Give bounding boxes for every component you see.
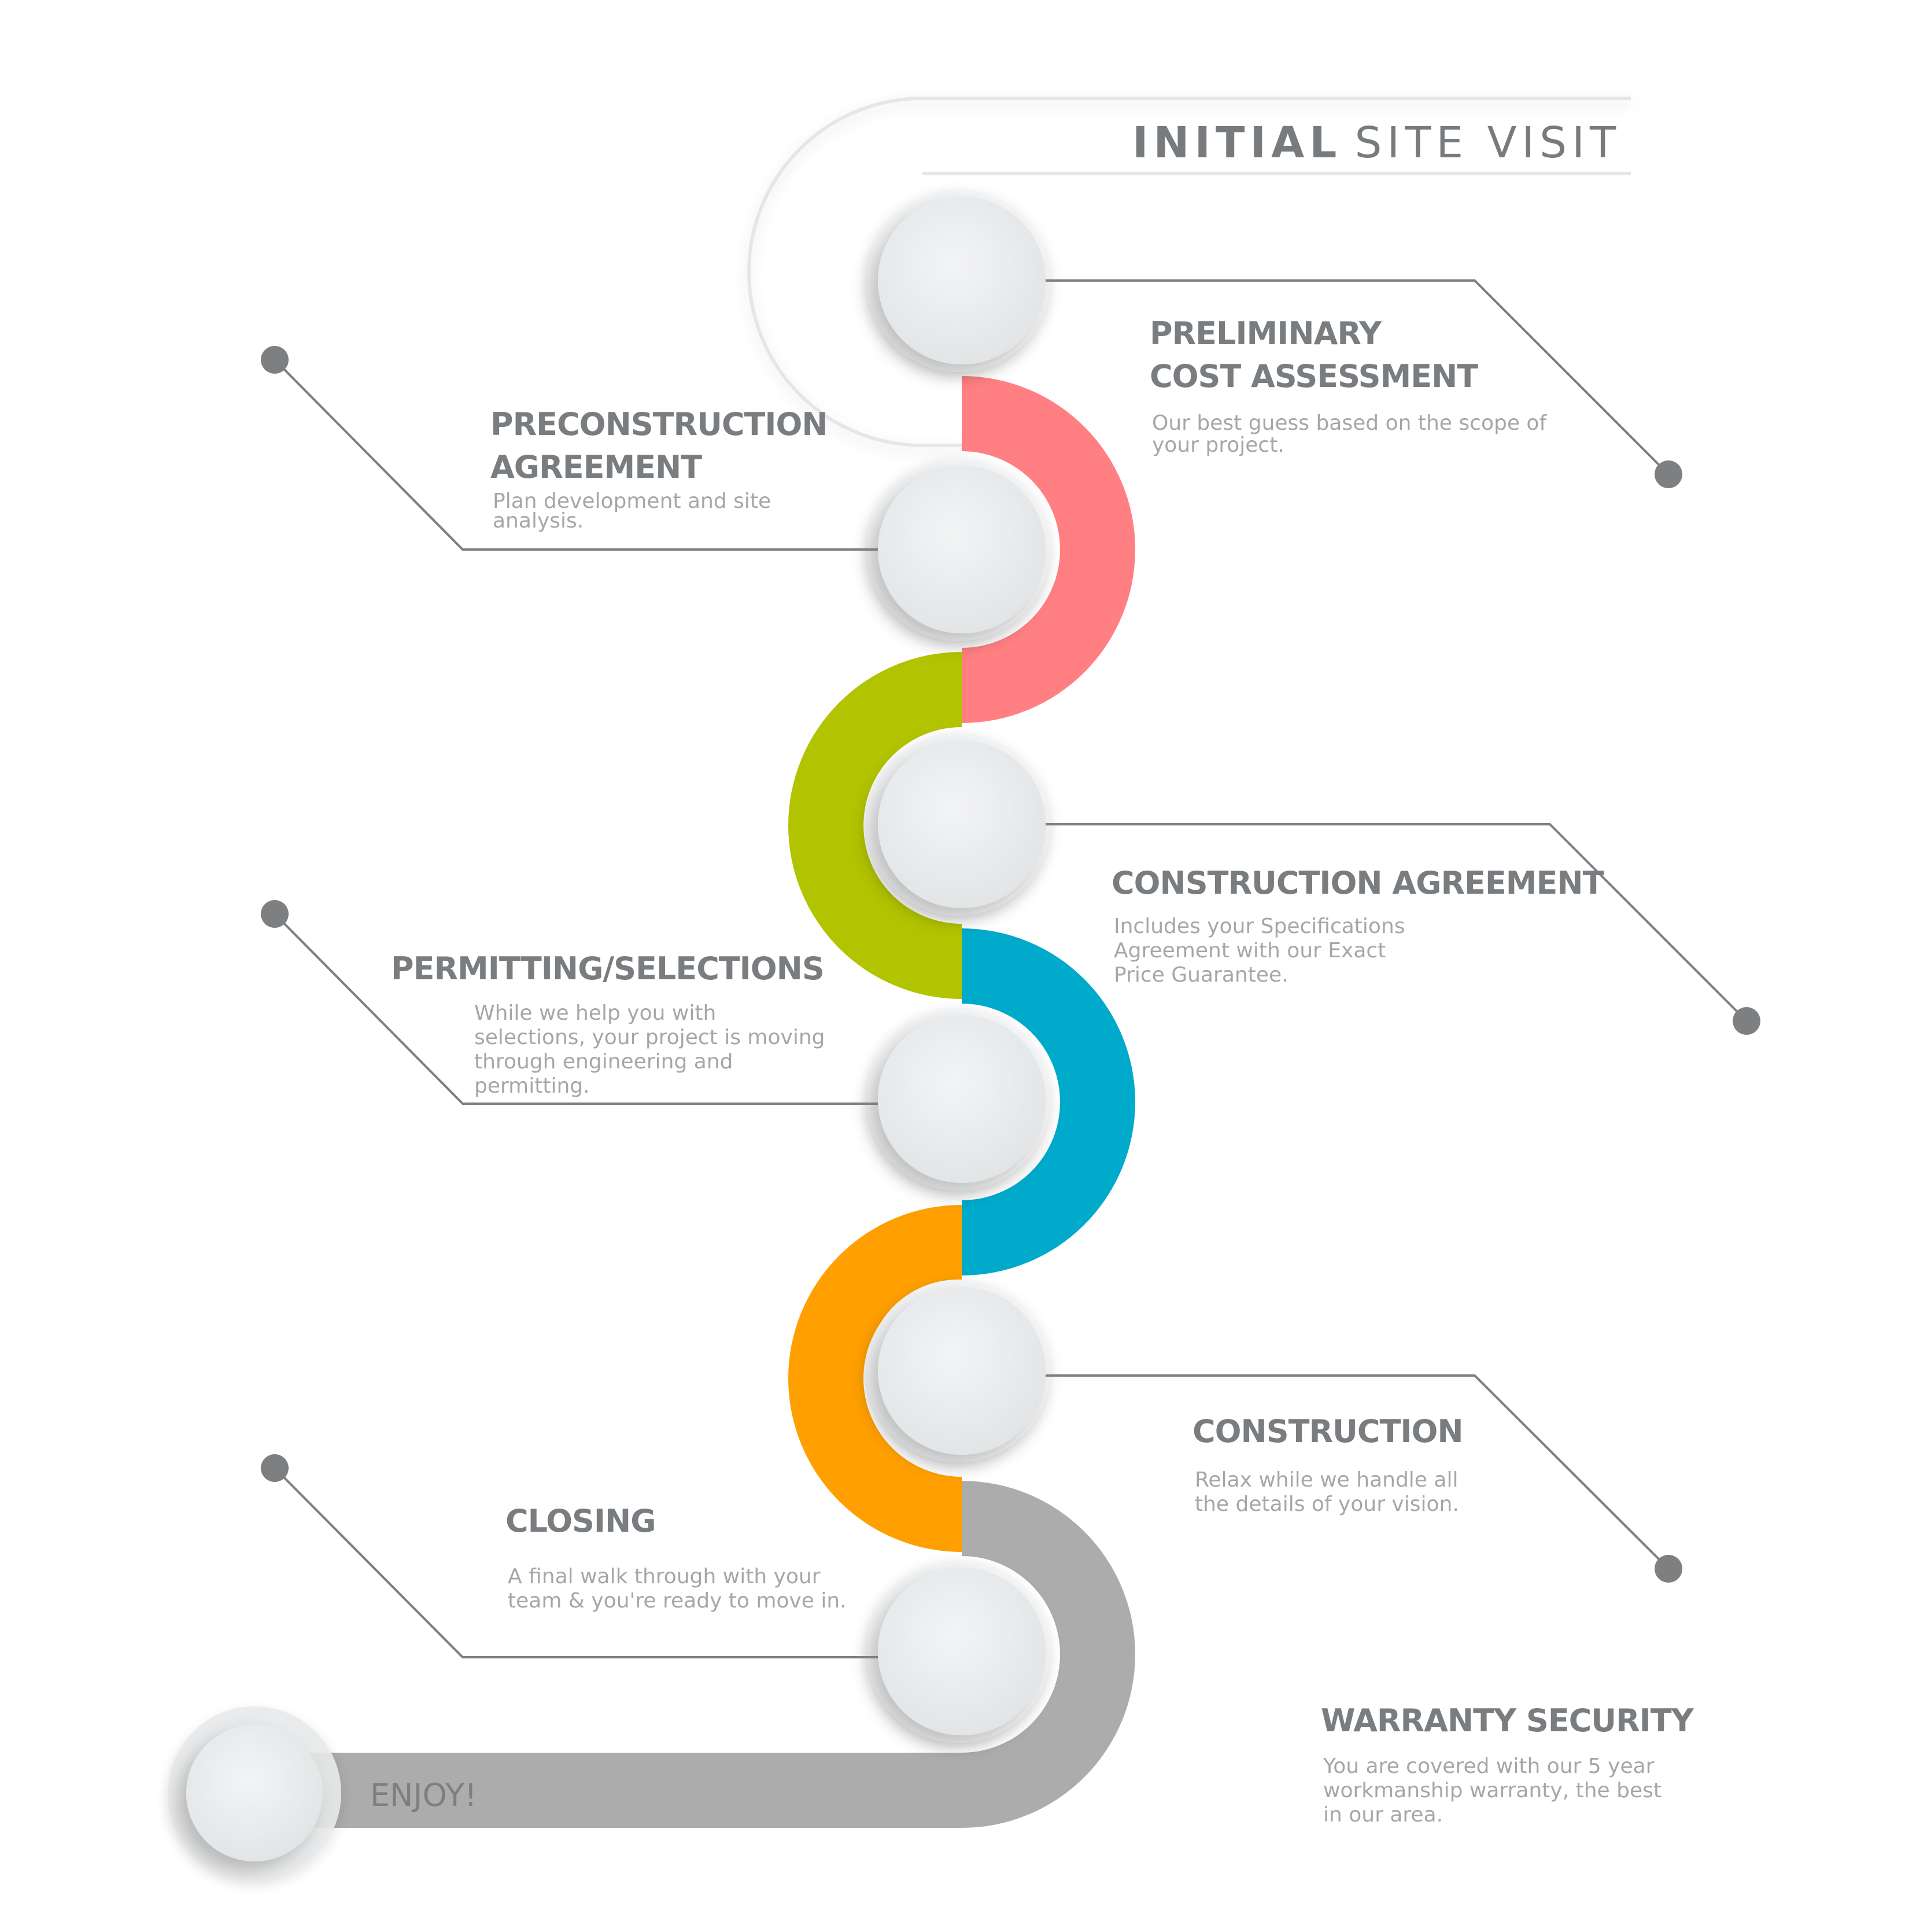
step-node-2 [867, 458, 1050, 641]
step-label-5: CONSTRUCTION Relax while we handle allthe… [1192, 1413, 1464, 1516]
leader-end-dot-2 [261, 346, 289, 374]
step-node-5 [867, 1280, 1050, 1462]
step-title: CLOSING [505, 1503, 656, 1539]
segment-5-arc [283, 1481, 1135, 1828]
enjoy-label: ENJOY! [370, 1777, 477, 1813]
step-title: WARRANTY SECURITY [1321, 1702, 1694, 1739]
step-title: CONSTRUCTION [1192, 1413, 1463, 1450]
step-label-3: CONSTRUCTION AGREEMENT Includes your Spec… [1112, 865, 1605, 987]
step-title: CONSTRUCTION AGREEMENT [1112, 865, 1604, 901]
leader-lines [261, 279, 1760, 1658]
leader-line-6 [274, 1467, 878, 1658]
step-description: Includes your Specifications [1114, 915, 1405, 938]
step-node-disc [878, 1015, 1046, 1183]
step-description: analysis. [493, 509, 584, 533]
step-description: Price Guarantee. [1114, 963, 1288, 987]
step-title: PERMITTING/SELECTIONS [391, 950, 824, 987]
step-node-3 [867, 733, 1050, 916]
leader-end-dot-6 [261, 1454, 289, 1482]
step-title: PRECONSTRUCTION [490, 406, 828, 443]
step-node-6 [867, 1560, 1050, 1743]
leader-end-dot-4 [261, 900, 289, 928]
step-label-6: CLOSING A final walk through with yourtea… [505, 1503, 847, 1613]
step-labels: PRELIMINARY COST ASSESSMENT Our best guess… [391, 315, 1695, 1827]
step-description: team & you're ready to move in. [508, 1589, 847, 1613]
leader-line-5 [1046, 1374, 1670, 1570]
step-label-2: PRECONSTRUCTION AGREEMENT Plan development… [490, 406, 828, 533]
segment-1-arc [962, 376, 1135, 723]
step-description: Agreement with our Exact [1114, 939, 1386, 963]
step-description: Relax while we handle all [1195, 1468, 1458, 1492]
step-description: the details of your vision. [1195, 1492, 1459, 1516]
leader-line-1 [1046, 279, 1670, 475]
step-title: COST ASSESSMENT [1150, 358, 1478, 394]
step-description: A final walk through with your [508, 1565, 821, 1588]
step-title: PRELIMINARY [1150, 315, 1382, 352]
page-title-rest: SITE VISIT [1354, 118, 1621, 168]
step-node-disc [878, 197, 1046, 364]
step-description: in our area. [1323, 1803, 1443, 1827]
step-node-disc [878, 1568, 1046, 1735]
step-label-1: PRELIMINARY COST ASSESSMENT Our best guess… [1150, 315, 1547, 457]
enjoy-marker [168, 1706, 341, 1880]
initial-path [747, 97, 1631, 447]
segment-2-arc [788, 652, 962, 999]
leader-end-dot-5 [1655, 1555, 1682, 1583]
leader-end-dot-1 [1655, 460, 1682, 488]
step-description: selections, your project is moving [474, 1026, 825, 1049]
leader-line-3 [1046, 823, 1748, 1022]
step-nodes [867, 189, 1050, 1743]
page-title: INITIAL SITE VISIT [1132, 118, 1621, 168]
step-node-disc [878, 466, 1046, 633]
page-title-bold: INITIAL [1132, 118, 1342, 168]
step-label-4: PERMITTING/SELECTIONS While we help you w… [391, 950, 825, 1098]
step-description: your project. [1152, 433, 1284, 457]
step-node-disc [878, 1287, 1046, 1455]
segment-3-arc [962, 928, 1135, 1275]
step-description: through engineering and [474, 1050, 733, 1074]
segment-4-arc [788, 1205, 962, 1552]
leader-end-dot-3 [1733, 1007, 1760, 1035]
step-description: Our best guess based on the scope of [1152, 411, 1547, 435]
step-description: workmanship warranty, the best [1323, 1779, 1662, 1802]
step-description: Plan development and site [493, 489, 771, 513]
step-description: permitting. [474, 1074, 590, 1098]
step-node-4 [867, 1008, 1050, 1190]
step-node-disc [878, 740, 1046, 908]
step-title: AGREEMENT [490, 449, 702, 485]
step-description: While we help you with [474, 1001, 716, 1025]
step-description: You are covered with our 5 year [1323, 1754, 1655, 1778]
step-label-7: WARRANTY SECURITY You are covered with ou… [1321, 1702, 1695, 1827]
leader-line-2 [274, 359, 878, 551]
leader-line-4 [274, 913, 878, 1105]
step-node-1 [867, 189, 1050, 372]
